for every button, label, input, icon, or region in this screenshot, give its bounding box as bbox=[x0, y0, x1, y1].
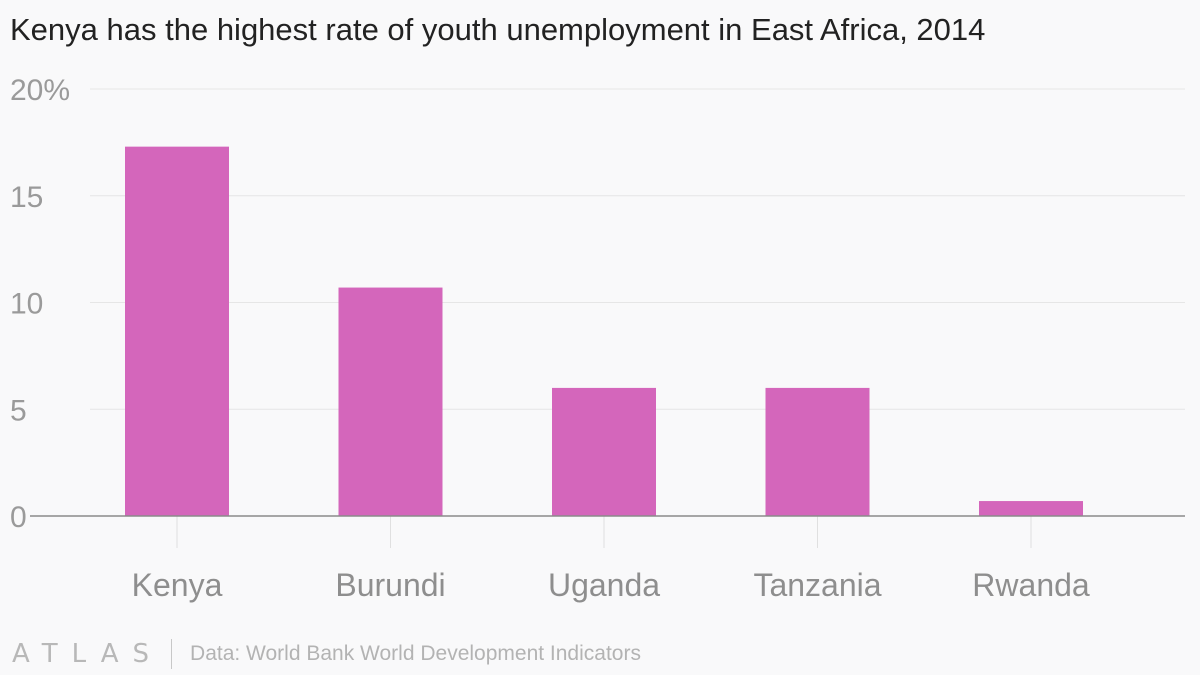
footer-divider bbox=[171, 639, 173, 669]
bar-kenya bbox=[125, 146, 229, 516]
x-label-kenya: Kenya bbox=[132, 567, 223, 603]
bar-tanzania bbox=[765, 387, 870, 516]
x-axis-category-labels: Kenya Burundi Uganda Tanzania Rwanda bbox=[132, 567, 1090, 603]
atlas-logo: ATLAS bbox=[12, 639, 164, 669]
y-tick-label: 10 bbox=[10, 288, 43, 321]
footer: ATLAS Data: World Bank World Development… bbox=[12, 636, 641, 672]
source-note: Data: World Bank World Development Indic… bbox=[190, 642, 641, 665]
bar-burundi bbox=[338, 287, 443, 516]
y-tick-label: 5 bbox=[10, 394, 27, 427]
y-axis-tick-labels: 0 5 10 15 20% bbox=[10, 74, 70, 534]
bars bbox=[125, 146, 1083, 516]
bar-rwanda bbox=[979, 501, 1083, 516]
bar-uganda bbox=[552, 387, 656, 516]
x-label-rwanda: Rwanda bbox=[972, 567, 1090, 603]
x-label-tanzania: Tanzania bbox=[753, 567, 881, 603]
y-tick-label: 0 bbox=[10, 501, 27, 534]
chart-title: Kenya has the highest rate of youth unem… bbox=[10, 12, 986, 47]
x-label-burundi: Burundi bbox=[335, 567, 445, 603]
y-tick-label: 20% bbox=[10, 74, 70, 107]
gridlines bbox=[90, 88, 1185, 410]
x-label-uganda: Uganda bbox=[548, 567, 660, 603]
x-axis-ticks bbox=[176, 516, 1032, 548]
bar-chart: 0 5 10 15 20% Kenya Burundi Uganda Tanzania Rwan… bbox=[10, 74, 1185, 603]
y-tick-label: 15 bbox=[10, 181, 43, 214]
